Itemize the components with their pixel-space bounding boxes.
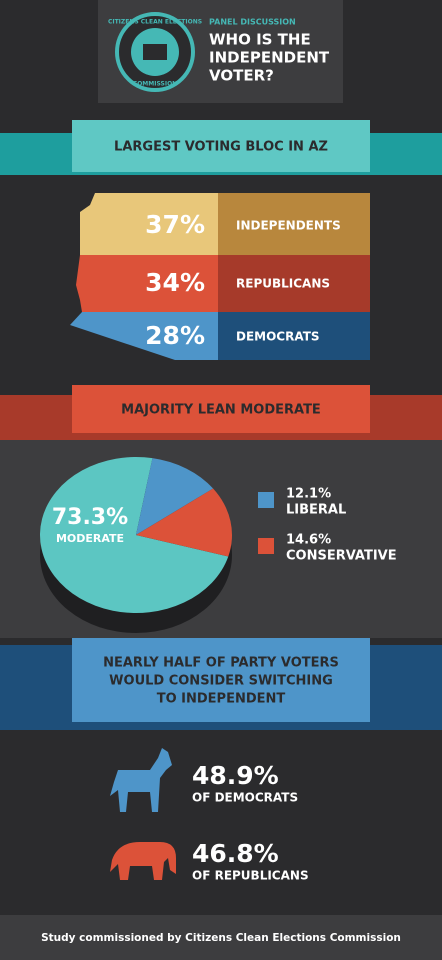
legend-value: 12.1% — [286, 487, 331, 502]
footer-text: Study commissioned by Citizens Clean Ele… — [41, 932, 401, 944]
legend-swatch — [258, 492, 274, 508]
legend-label: LIBERAL — [286, 503, 346, 518]
logo-bottom-text: COMMISSION — [133, 81, 177, 88]
az-independents — [80, 193, 218, 255]
bloc-percent: 37% — [145, 210, 205, 239]
switch-percent: 46.8% — [192, 839, 279, 868]
section-title: NEARLY HALF OF PARTY VOTERS — [103, 656, 339, 671]
bloc-percent: 28% — [145, 321, 205, 350]
az-republicans-label-box — [218, 255, 370, 312]
switch-label: OF REPUBLICANS — [192, 869, 309, 883]
bloc-label: REPUBLICANS — [236, 277, 330, 291]
az-democrats-label-box — [218, 312, 370, 360]
az-independents-label-box — [218, 193, 370, 255]
section-title: WOULD CONSIDER SWITCHING — [109, 674, 333, 689]
az-republicans — [76, 255, 218, 312]
footer-bar — [0, 915, 442, 960]
title-line: WHO IS THE — [209, 31, 311, 49]
section-title: TO INDEPENDENT — [157, 692, 286, 707]
logo-ballot-box — [143, 44, 167, 60]
band-box — [72, 385, 370, 433]
switch-percent: 48.9% — [192, 761, 279, 790]
legend-label: CONSERVATIVE — [286, 549, 397, 564]
section-title: LARGEST VOTING BLOC IN AZ — [114, 140, 328, 155]
az-democrats — [70, 312, 218, 360]
logo-top-text: CITIZENS CLEAN ELECTIONS — [108, 19, 202, 26]
switch-label: OF DEMOCRATS — [192, 791, 298, 805]
kicker: PANEL DISCUSSION — [209, 18, 296, 27]
legend: 12.1%LIBERAL 14.6%CONSERVATIVE — [258, 487, 397, 564]
bloc-label: DEMOCRATS — [236, 330, 320, 344]
pie-chart — [40, 457, 232, 633]
pie-label-value: 73.3% — [52, 505, 128, 530]
band-box — [72, 638, 370, 722]
title-line: VOTER? — [209, 67, 274, 85]
bloc-percent: 34% — [145, 268, 205, 297]
bloc-label: INDEPENDENTS — [236, 219, 341, 233]
pie-slice — [136, 488, 232, 557]
band-box — [72, 120, 370, 172]
pie-label-name: MODERATE — [56, 532, 124, 545]
legend-swatch — [258, 538, 274, 554]
pie-slice — [136, 458, 214, 535]
pie-slice — [40, 457, 229, 613]
section-title: MAJORITY LEAN MODERATE — [121, 403, 321, 418]
elephant-icon — [110, 842, 176, 880]
donkey-icon — [110, 748, 172, 812]
legend-value: 14.6% — [286, 533, 331, 548]
title-line: INDEPENDENT — [209, 49, 330, 67]
